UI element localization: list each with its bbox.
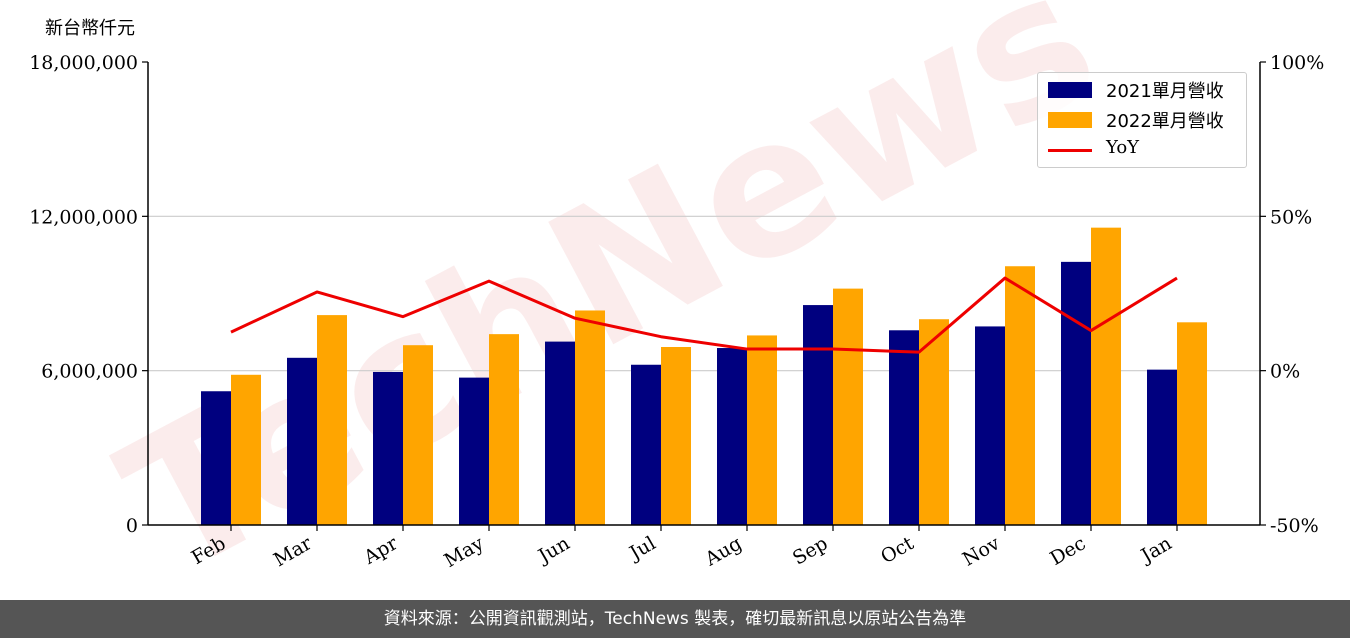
bar-2021單月營收-Jul xyxy=(631,364,661,525)
yoy-polyline xyxy=(230,276,1178,354)
legend-swatch-2021 xyxy=(1048,82,1092,98)
x-tick-label: Apr xyxy=(359,532,402,569)
bars xyxy=(201,227,1207,525)
y2-tick-label: 0% xyxy=(1270,361,1300,383)
bar-2021單月營收-Mar xyxy=(287,357,317,525)
bar-2022單月營收-Jan xyxy=(1177,322,1207,525)
y-tick-label: 18,000,000 xyxy=(29,52,138,74)
x-tick-label: Jun xyxy=(533,532,574,568)
y-tick-label: 12,000,000 xyxy=(29,206,138,228)
legend-label-yoy: YoY xyxy=(1106,137,1140,158)
x-tick-label: Jan xyxy=(1136,532,1176,568)
bar-2021單月營收-Aug xyxy=(717,348,747,525)
bar-2022單月營收-Mar xyxy=(317,315,347,525)
x-tick-label: Jul xyxy=(624,532,659,565)
bar-2021單月營收-Sep xyxy=(803,305,833,525)
x-tick-label: Dec xyxy=(1046,532,1089,570)
source-footer: 資料來源：公開資訊觀測站，TechNews 製表，確切最新訊息以原站公告為準 xyxy=(0,600,1350,638)
bar-2022單月營收-Jul xyxy=(661,347,691,525)
y2-tick-label: 100% xyxy=(1270,52,1324,74)
y-tick-label: 6,000,000 xyxy=(41,361,138,383)
y-tick-label: 0 xyxy=(126,515,138,537)
bar-2022單月營收-Apr xyxy=(403,345,433,525)
x-tick-label: Sep xyxy=(789,532,832,569)
chart: TechNews 06,000,00012,000,00018,000,000-… xyxy=(29,0,1324,600)
x-tick-label: Aug xyxy=(701,532,746,571)
bar-2022單月營收-Feb xyxy=(231,374,261,525)
bar-2021單月營收-Nov xyxy=(975,326,1005,525)
x-tick-label: May xyxy=(441,532,488,572)
bar-2022單月營收-Jun xyxy=(575,310,605,525)
legend: 2021單月營收 2022單月營收 YoY xyxy=(1037,72,1247,168)
bar-2022單月營收-Oct xyxy=(919,319,949,525)
x-tick-label: Oct xyxy=(877,532,918,568)
bar-2022單月營收-Nov xyxy=(1005,266,1035,525)
yoy-line xyxy=(230,276,1178,354)
bar-2022單月營收-Dec xyxy=(1091,227,1121,525)
bar-2022單月營收-Sep xyxy=(833,288,863,525)
axes xyxy=(147,62,1261,526)
y2-tick-label: 50% xyxy=(1270,206,1312,228)
y-axis-label: 新台幣仟元 xyxy=(45,18,135,39)
legend-item-2022: 2022單月營收 xyxy=(1038,105,1246,133)
bar-2021單月營收-May xyxy=(459,377,489,525)
bar-2022單月營收-Aug xyxy=(747,335,777,525)
legend-item-yoy: YoY xyxy=(1038,135,1246,163)
y2-tick-label: -50% xyxy=(1270,515,1319,537)
bar-2022單月營收-May xyxy=(489,334,519,525)
x-tick-label: Nov xyxy=(959,532,1004,571)
bar-2021單月營收-Dec xyxy=(1061,261,1091,525)
bar-2021單月營收-Oct xyxy=(889,330,919,525)
bar-2021單月營收-Jun xyxy=(545,341,575,525)
legend-label-2022: 2022單月營收 xyxy=(1106,111,1224,132)
legend-label-2021: 2021單月營收 xyxy=(1106,81,1224,102)
legend-swatch-2022 xyxy=(1048,112,1092,128)
legend-item-2021: 2021單月營收 xyxy=(1038,75,1246,103)
bar-2021單月營收-Feb xyxy=(201,391,231,525)
bar-2021單月營收-Jan xyxy=(1147,369,1177,525)
legend-line-yoy xyxy=(1048,149,1092,152)
bar-2021單月營收-Apr xyxy=(373,371,403,525)
